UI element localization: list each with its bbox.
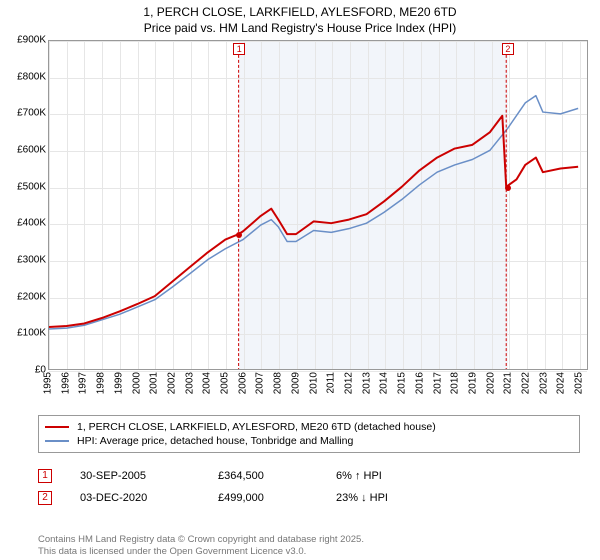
sale-price: £499,000 — [218, 492, 308, 504]
x-tick-label: 1996 — [60, 372, 71, 394]
sale-date: 03-DEC-2020 — [80, 492, 190, 504]
x-tick-label: 2013 — [361, 372, 372, 394]
x-tick-label: 2022 — [521, 372, 532, 394]
line-layer — [49, 41, 587, 369]
y-tick-label: £100K — [17, 328, 46, 339]
sale-vs-hpi: 23% ↓ HPI — [336, 492, 456, 504]
x-axis: 1995199619971998199920002001200220032004… — [48, 370, 588, 410]
sale-dot — [236, 232, 242, 238]
sale-dot — [505, 185, 511, 191]
chart-area: £0£100K£200K£300K£400K£500K£600K£700K£80… — [10, 40, 590, 410]
title-line-2: Price paid vs. HM Land Registry's House … — [0, 20, 600, 36]
legend-label: HPI: Average price, detached house, Tonb… — [77, 435, 353, 447]
title-line-1: 1, PERCH CLOSE, LARKFIELD, AYLESFORD, ME… — [0, 4, 600, 20]
x-tick-label: 2020 — [485, 372, 496, 394]
y-tick-label: £500K — [17, 181, 46, 192]
y-tick-label: £300K — [17, 255, 46, 266]
x-tick-label: 2016 — [414, 372, 425, 394]
legend-row: 1, PERCH CLOSE, LARKFIELD, AYLESFORD, ME… — [45, 420, 573, 434]
x-tick-label: 2004 — [202, 372, 213, 394]
sale-price: £364,500 — [218, 470, 308, 482]
x-tick-label: 2003 — [184, 372, 195, 394]
x-tick-label: 2008 — [273, 372, 284, 394]
sale-date: 30-SEP-2005 — [80, 470, 190, 482]
x-tick-label: 2014 — [379, 372, 390, 394]
x-tick-label: 2001 — [149, 372, 160, 394]
x-tick-label: 2010 — [308, 372, 319, 394]
marker-box: 2 — [502, 43, 514, 55]
x-tick-label: 2005 — [220, 372, 231, 394]
sale-vs-hpi: 6% ↑ HPI — [336, 470, 456, 482]
series-line — [49, 116, 578, 327]
y-tick-label: £600K — [17, 145, 46, 156]
x-tick-label: 2015 — [397, 372, 408, 394]
y-tick-label: £700K — [17, 108, 46, 119]
sales-table: 1 30-SEP-2005 £364,500 6% ↑ HPI 2 03-DEC-2020… — [38, 465, 580, 509]
legend-row: HPI: Average price, detached house, Tonb… — [45, 434, 573, 448]
y-tick-label: £900K — [17, 35, 46, 46]
copyright-line-2: This data is licensed under the Open Gov… — [38, 546, 580, 558]
y-axis: £0£100K£200K£300K£400K£500K£600K£700K£80… — [10, 40, 48, 370]
sale-marker: 2 — [38, 491, 52, 505]
x-tick-label: 1998 — [96, 372, 107, 394]
x-tick-label: 2018 — [450, 372, 461, 394]
copyright: Contains HM Land Registry data © Crown c… — [38, 534, 580, 558]
x-tick-label: 2012 — [343, 372, 354, 394]
y-tick-label: £800K — [17, 71, 46, 82]
marker-box: 1 — [233, 43, 245, 55]
x-tick-label: 2011 — [326, 372, 337, 394]
x-tick-label: 2002 — [166, 372, 177, 394]
x-tick-label: 2007 — [255, 372, 266, 394]
sale-row: 2 03-DEC-2020 £499,000 23% ↓ HPI — [38, 487, 580, 509]
chart-title: 1, PERCH CLOSE, LARKFIELD, AYLESFORD, ME… — [0, 0, 600, 36]
legend: 1, PERCH CLOSE, LARKFIELD, AYLESFORD, ME… — [38, 415, 580, 453]
x-tick-label: 2021 — [503, 372, 514, 394]
x-tick-label: 2009 — [290, 372, 301, 394]
y-tick-label: £400K — [17, 218, 46, 229]
legend-swatch — [45, 426, 69, 428]
legend-label: 1, PERCH CLOSE, LARKFIELD, AYLESFORD, ME… — [77, 421, 436, 433]
y-tick-label: £200K — [17, 291, 46, 302]
x-tick-label: 2017 — [432, 372, 443, 394]
copyright-line-1: Contains HM Land Registry data © Crown c… — [38, 534, 580, 546]
x-tick-label: 2025 — [574, 372, 585, 394]
x-tick-label: 1997 — [78, 372, 89, 394]
x-tick-label: 2000 — [131, 372, 142, 394]
series-line — [49, 96, 578, 329]
plot-area: 12 — [48, 40, 588, 370]
x-tick-label: 1995 — [43, 372, 54, 394]
x-tick-label: 1999 — [113, 372, 124, 394]
legend-swatch — [45, 440, 69, 442]
sale-marker: 1 — [38, 469, 52, 483]
x-tick-label: 2024 — [556, 372, 567, 394]
x-tick-label: 2023 — [538, 372, 549, 394]
x-tick-label: 2019 — [467, 372, 478, 394]
sale-row: 1 30-SEP-2005 £364,500 6% ↑ HPI — [38, 465, 580, 487]
x-tick-label: 2006 — [237, 372, 248, 394]
